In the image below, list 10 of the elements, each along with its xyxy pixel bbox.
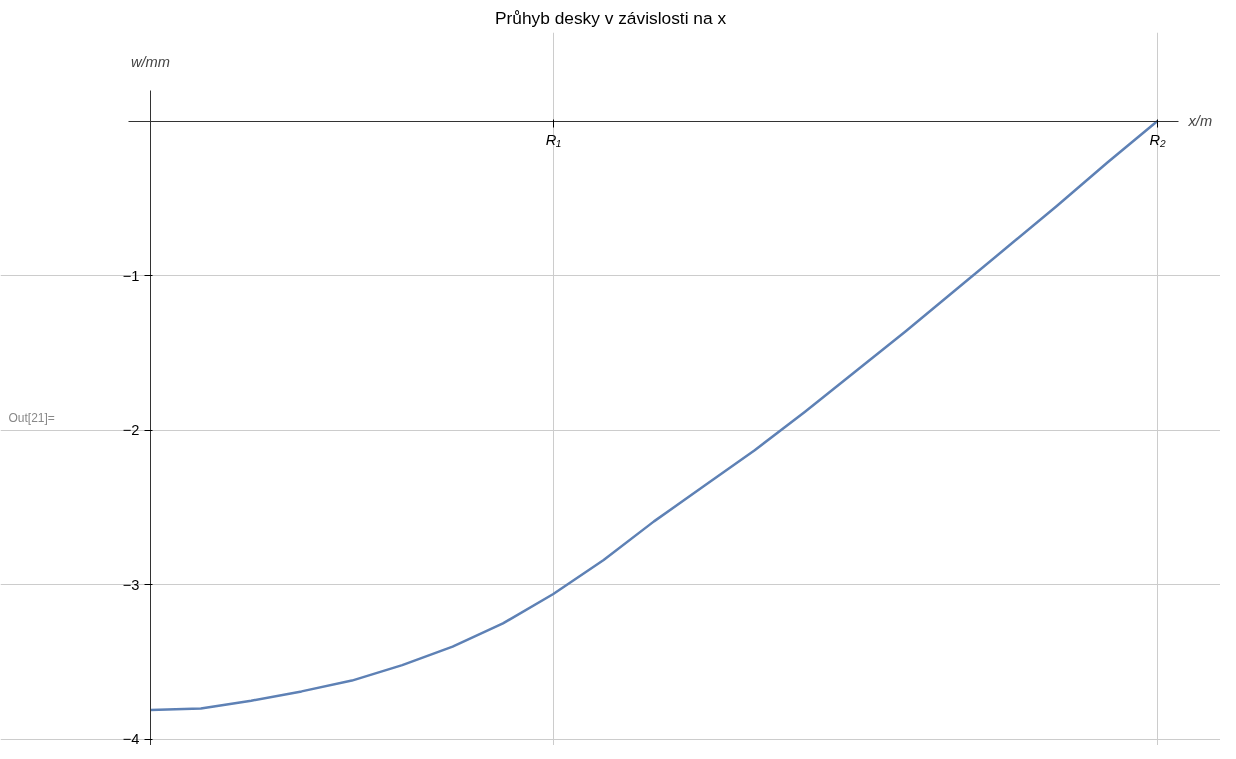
chart-title: Průhyb desky v závislosti na x (494, 7, 727, 28)
y-axis-title: w/mm (130, 54, 171, 71)
text: Out[21]= (8, 410, 55, 425)
x-tick-label: R₂ (1149, 132, 1166, 149)
y-tick-label: −2 (122, 422, 140, 439)
x-tick-label: R₁ (545, 132, 562, 149)
y-tick-label: −4 (122, 731, 140, 748)
y-tick-label: −1 (122, 267, 140, 284)
y-tick-label: −3 (122, 576, 140, 593)
x-axis-title: x/m (1187, 113, 1213, 130)
